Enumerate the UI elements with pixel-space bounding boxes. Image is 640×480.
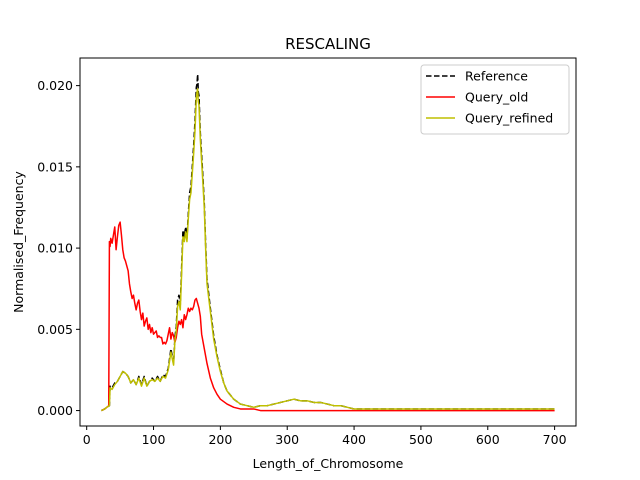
x-tick-label: 0 — [83, 432, 91, 447]
legend-label: Reference — [465, 69, 528, 84]
x-tick-label: 700 — [543, 432, 567, 447]
x-tick-label: 500 — [409, 432, 433, 447]
y-axis-label: Normalised_Frequency — [11, 171, 26, 313]
x-tick-label: 300 — [275, 432, 299, 447]
y-tick-label: 0.000 — [37, 403, 73, 418]
series-layer — [101, 73, 555, 412]
legend-label: Query_old — [465, 90, 528, 105]
y-tick-label: 0.015 — [37, 159, 73, 174]
x-tick-label: 200 — [208, 432, 232, 447]
legend-label: Query_refined — [465, 111, 553, 126]
x-axis: 0 100 200 300 400 500 600 700 — [83, 426, 567, 447]
plot-frame — [79, 57, 577, 427]
y-axis: 0.000 0.005 0.010 0.015 0.020 — [37, 78, 80, 418]
y-tick-label: 0.010 — [37, 241, 73, 256]
y-tick-label: 0.005 — [37, 322, 73, 337]
series-line-query-refined — [101, 88, 555, 412]
x-tick-label: 600 — [476, 432, 500, 447]
legend: Reference Query_old Query_refined — [420, 64, 570, 135]
chart-title: RESCALING — [285, 35, 371, 53]
legend-box — [420, 64, 570, 135]
x-tick-label: 100 — [142, 432, 166, 447]
x-tick-label: 400 — [342, 432, 366, 447]
series-line-query-old — [101, 221, 555, 412]
x-axis-label: Length_of_Chromosome — [253, 456, 404, 471]
y-tick-label: 0.020 — [37, 78, 73, 93]
